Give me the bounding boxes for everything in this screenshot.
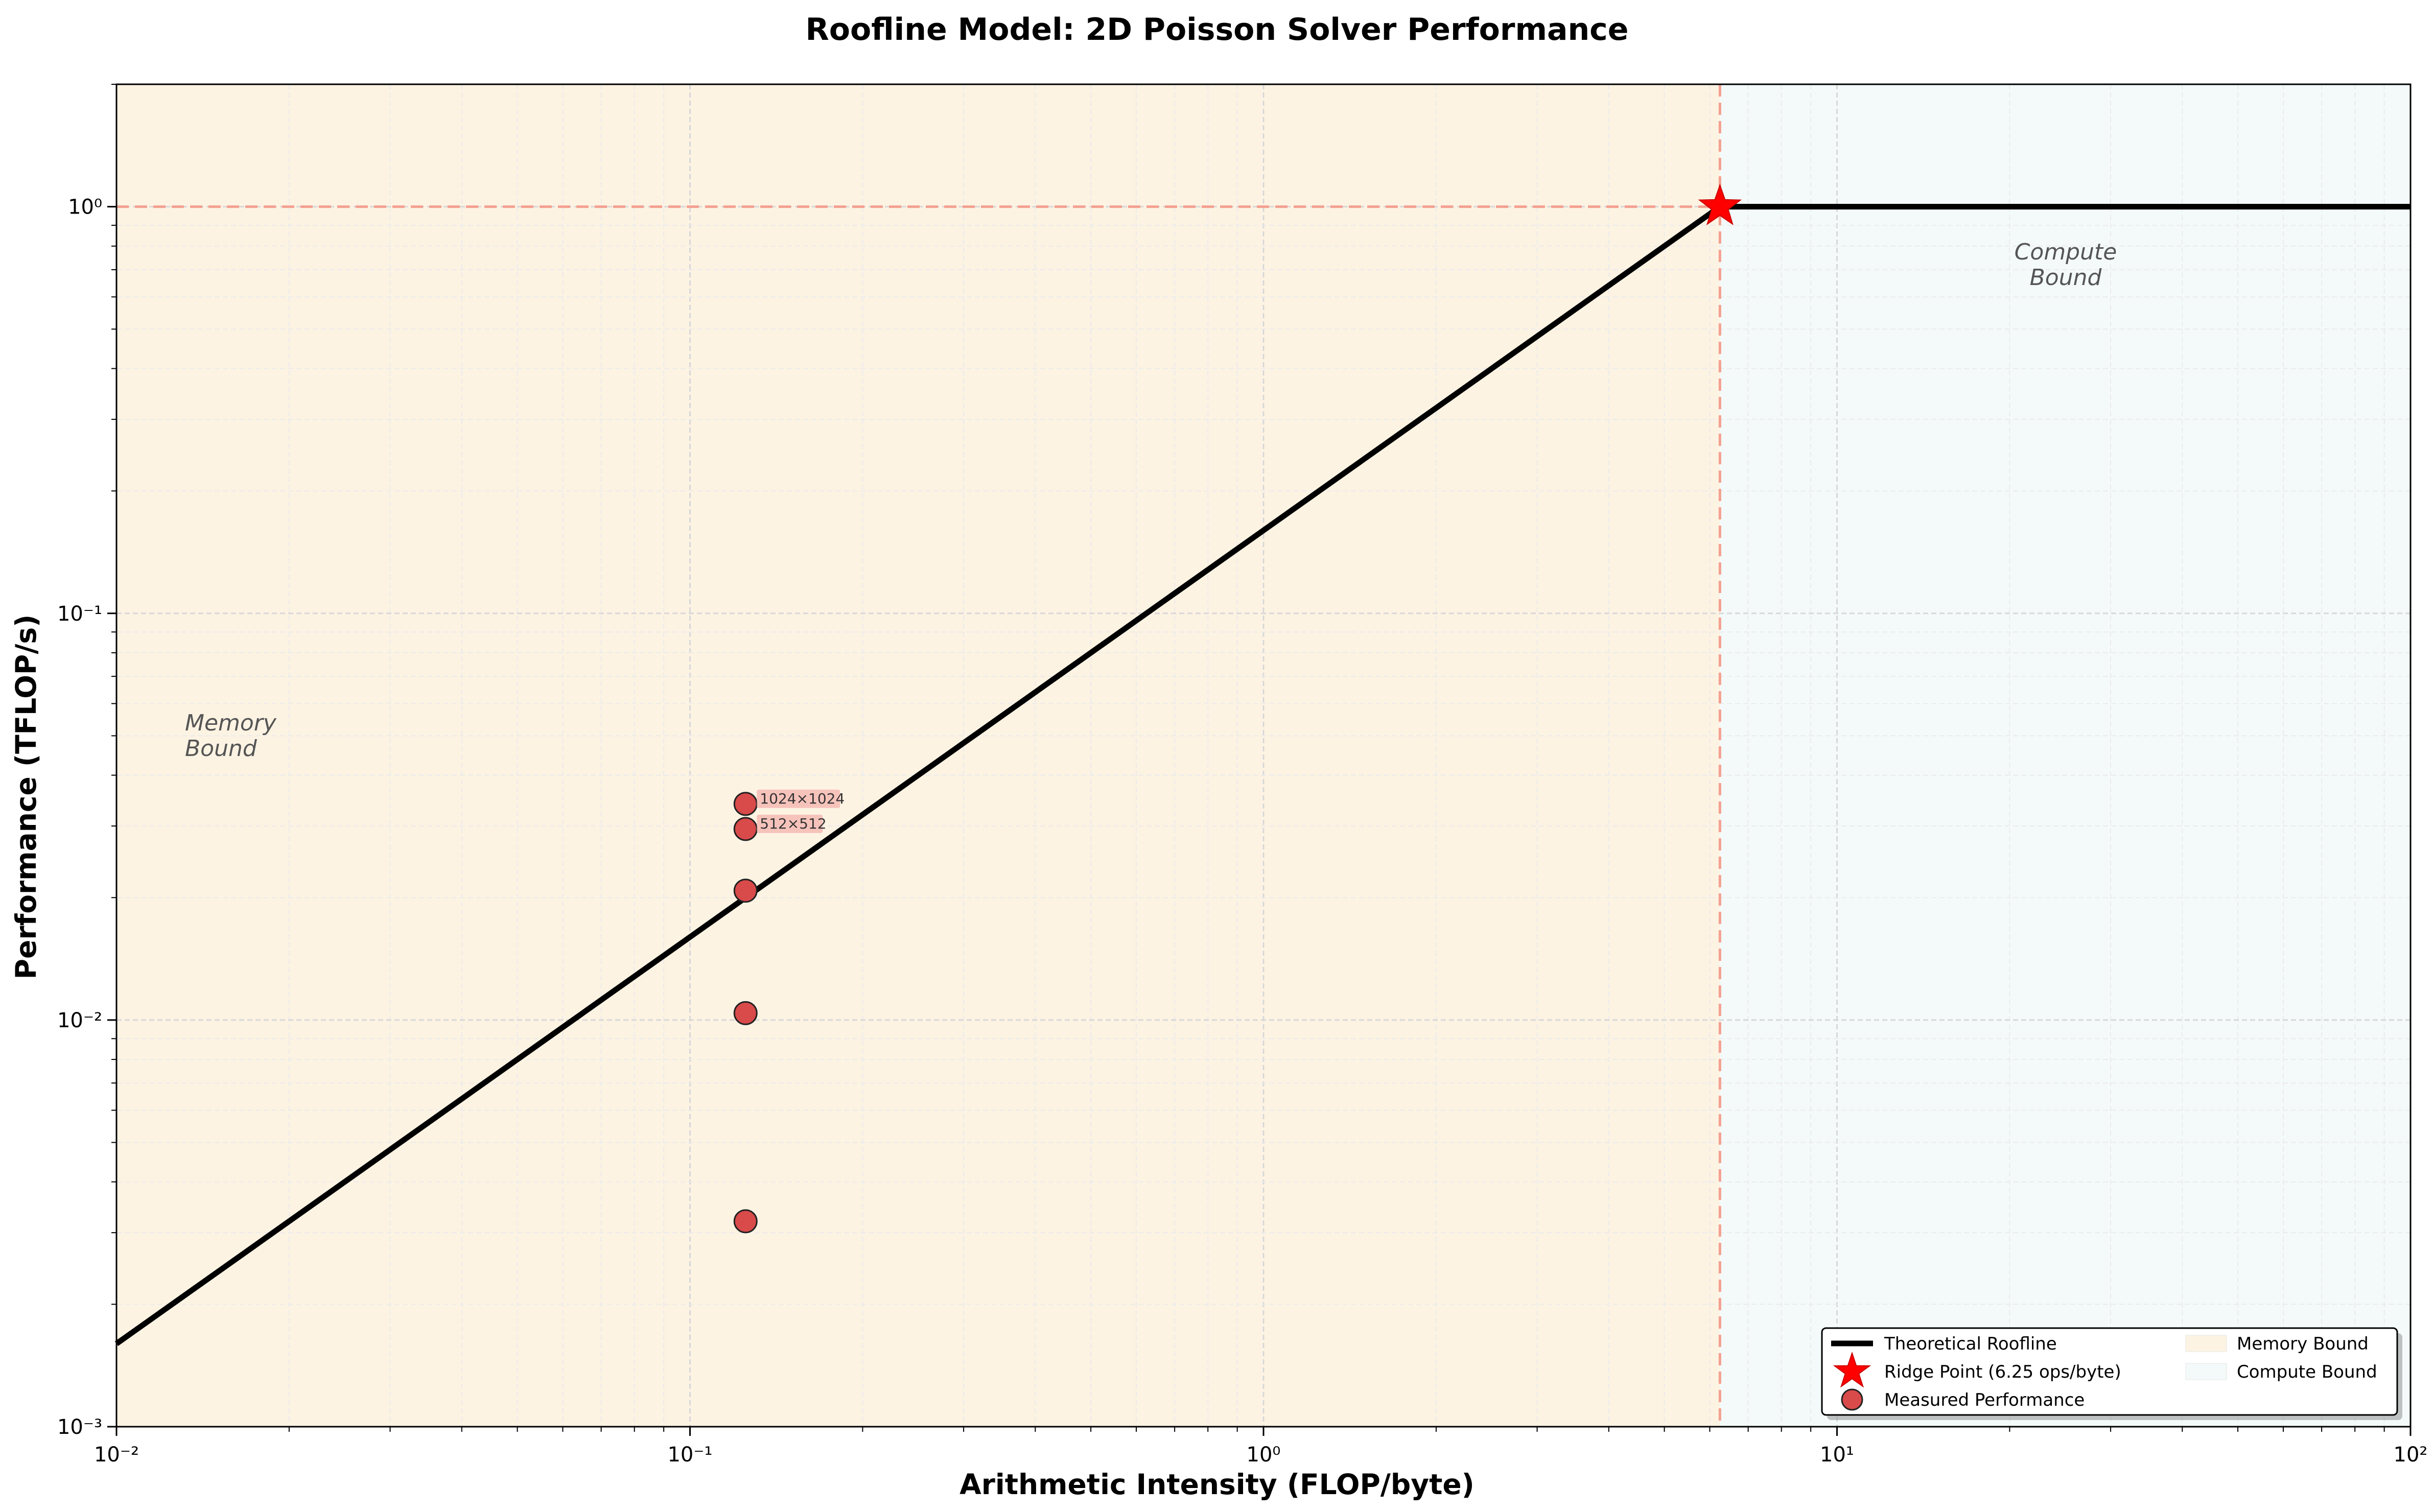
- data-label: 512×512: [760, 815, 826, 832]
- measured-point: [733, 879, 758, 903]
- x-tick-label: 10²: [2394, 1443, 2428, 1467]
- legend-ridge-swatch: [1833, 1351, 1871, 1388]
- memory-bound-label: Memory Bound: [185, 710, 277, 762]
- y-tick-label: 10⁻³: [57, 1415, 102, 1439]
- data-label-background: [757, 814, 823, 833]
- x-tick-label: 10⁻²: [94, 1443, 139, 1467]
- legend-compute-bound-swatch: [2185, 1363, 2227, 1380]
- legend: Theoretical Roofline Ridge Point (6.25 op…: [1821, 1327, 2402, 1420]
- ridge-point-marker: [1698, 183, 1742, 226]
- compute-bound-label: Compute Bound: [2015, 239, 2117, 291]
- y-tick-label: 10⁻²: [57, 1009, 102, 1032]
- compute-bound-region: [1720, 84, 2410, 1427]
- data-label: 1024×1024: [760, 790, 845, 807]
- legend-entry-label: Compute Bound: [2237, 1362, 2377, 1382]
- x-tick-label: 10⁰: [1247, 1443, 1281, 1467]
- legend-entry-label: Ridge Point (6.25 ops/byte): [1884, 1362, 2121, 1382]
- memory-bound-region: [116, 84, 1720, 1427]
- x-tick-label: 10⁻¹: [667, 1443, 712, 1467]
- legend-entry-label: Theoretical Roofline: [1884, 1334, 2057, 1354]
- y-tick-label: 10⁰: [68, 196, 102, 219]
- legend-box: [1821, 1327, 2398, 1416]
- measured-point: [733, 817, 758, 841]
- measured-point: [733, 1001, 758, 1025]
- measured-point: [733, 792, 758, 816]
- x-axis-label: Arithmetic Intensity (FLOP/byte): [959, 1468, 1475, 1501]
- x-tick-label: 10¹: [1820, 1443, 1854, 1467]
- y-axis-label: Performance (TFLOP/s): [10, 615, 42, 980]
- data-label-background: [757, 789, 840, 808]
- legend-memory-bound-swatch: [2185, 1335, 2227, 1352]
- legend-entry-label: Measured Performance: [1884, 1390, 2085, 1410]
- legend-entry-label: Memory Bound: [2237, 1334, 2369, 1354]
- measured-point: [733, 1209, 758, 1234]
- y-tick-label: 10⁻¹: [57, 602, 102, 626]
- chart-title: Roofline Model: 2D Poisson Solver Perfor…: [806, 12, 1629, 48]
- legend-measured-swatch: [1841, 1388, 1863, 1411]
- plot-area: Memory Bound Compute Bound 1024×1024 512×512 1…: [57, 83, 2428, 1467]
